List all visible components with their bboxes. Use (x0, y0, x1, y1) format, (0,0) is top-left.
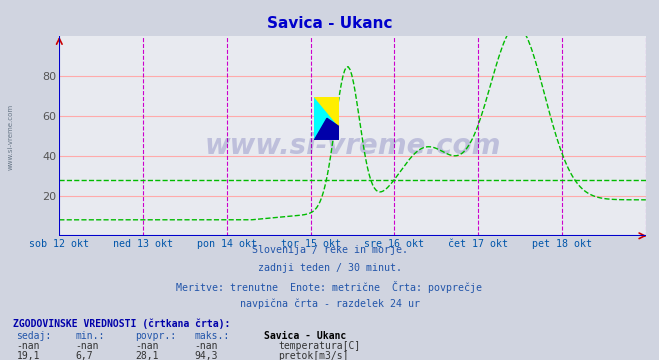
Text: maks.:: maks.: (194, 331, 229, 341)
Text: temperatura[C]: temperatura[C] (278, 341, 360, 351)
Text: ZGODOVINSKE VREDNOSTI (črtkana črta):: ZGODOVINSKE VREDNOSTI (črtkana črta): (13, 319, 231, 329)
Text: pretok[m3/s]: pretok[m3/s] (278, 351, 349, 360)
Text: -nan: -nan (135, 341, 159, 351)
Text: -nan: -nan (76, 341, 100, 351)
Text: Savica - Ukanc: Savica - Ukanc (267, 16, 392, 31)
Text: sedaj:: sedaj: (16, 331, 51, 341)
Text: 19,1: 19,1 (16, 351, 40, 360)
Text: zadnji teden / 30 minut.: zadnji teden / 30 minut. (258, 263, 401, 273)
Text: 6,7: 6,7 (76, 351, 94, 360)
Polygon shape (314, 118, 339, 140)
Polygon shape (314, 97, 339, 127)
Text: 28,1: 28,1 (135, 351, 159, 360)
Text: Slovenija / reke in morje.: Slovenija / reke in morje. (252, 245, 407, 255)
Text: povpr.:: povpr.: (135, 331, 176, 341)
Text: www.si-vreme.com: www.si-vreme.com (204, 132, 501, 160)
Text: -nan: -nan (16, 341, 40, 351)
Text: 94,3: 94,3 (194, 351, 218, 360)
Text: Savica - Ukanc: Savica - Ukanc (264, 331, 346, 341)
Text: www.si-vreme.com: www.si-vreme.com (8, 104, 14, 170)
Text: min.:: min.: (76, 331, 105, 341)
Text: Meritve: trenutne  Enote: metrične  Črta: povprečje: Meritve: trenutne Enote: metrične Črta: … (177, 281, 482, 293)
Text: navpična črta - razdelek 24 ur: navpična črta - razdelek 24 ur (239, 299, 420, 309)
Text: -nan: -nan (194, 341, 218, 351)
